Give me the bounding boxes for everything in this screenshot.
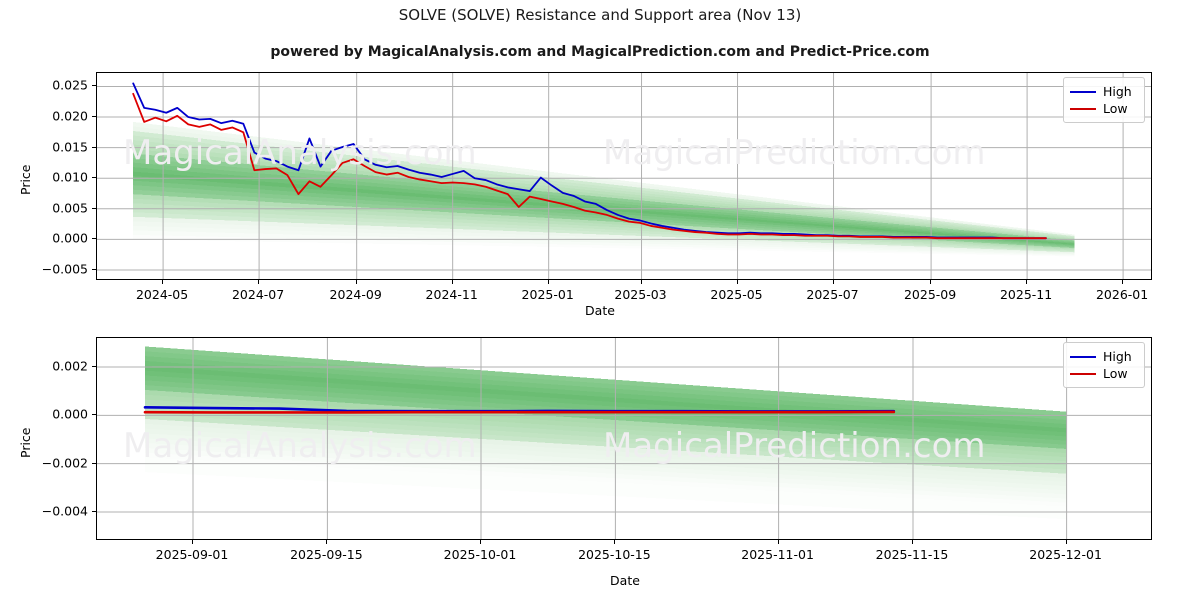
legend-row-low-lower: Low xyxy=(1070,365,1136,382)
legend-label-high-lower: High xyxy=(1103,349,1132,364)
x-tick xyxy=(355,280,357,284)
x-tick xyxy=(1122,280,1124,284)
x-tick xyxy=(912,540,913,544)
legend-label-high: High xyxy=(1103,84,1132,99)
x-tick-label: 2025-07 xyxy=(806,287,859,302)
x-tick-label: 2024-11 xyxy=(425,287,478,302)
y-tick xyxy=(92,511,96,512)
upper-xaxis-title: Date xyxy=(585,303,615,318)
x-tick-label: 2024-09 xyxy=(329,287,382,302)
y-tick xyxy=(92,462,96,464)
x-tick-label: 2025-01 xyxy=(521,287,574,302)
x-tick xyxy=(451,280,453,284)
x-tick-label: 2025-03 xyxy=(614,287,667,302)
x-tick xyxy=(480,540,481,544)
x-tick xyxy=(326,540,328,544)
x-tick-label: 2025-10-01 xyxy=(443,547,517,562)
legend-line-low-lower xyxy=(1070,372,1096,375)
x-tick-label: 2024-05 xyxy=(135,287,189,302)
legend-line-low xyxy=(1070,107,1096,110)
y-tick-label: 0.000 xyxy=(52,406,88,422)
y-tick-label: 0.025 xyxy=(52,77,88,93)
x-tick-label: 2025-09-01 xyxy=(155,547,229,562)
x-tick-label: 2026-01 xyxy=(1095,287,1149,302)
x-tick xyxy=(547,280,549,284)
x-tick-label: 2025-05 xyxy=(710,287,763,302)
x-tick-label: 2024-07 xyxy=(231,287,285,302)
x-tick-label: 2025-11 xyxy=(999,287,1053,302)
y-tick-label: 0.005 xyxy=(52,200,88,216)
y-tick-label: −0.005 xyxy=(41,261,88,277)
x-tick-label: 2025-10-15 xyxy=(578,547,651,562)
x-tick xyxy=(1026,280,1028,284)
legend-row-low: Low xyxy=(1070,100,1136,117)
legend-row-high-lower: High xyxy=(1070,348,1136,365)
y-tick-label: 0.000 xyxy=(52,230,88,246)
x-tick xyxy=(930,280,932,284)
legend-line-high-lower xyxy=(1070,355,1096,358)
legend-label-low: Low xyxy=(1103,101,1128,116)
x-tick xyxy=(640,280,642,284)
y-tick-label: 0.020 xyxy=(52,108,88,124)
lower-chart-legend: High Low xyxy=(1063,342,1145,388)
legend-label-low-lower: Low xyxy=(1103,366,1128,381)
x-tick-label: 2025-09 xyxy=(903,287,957,302)
y-tick xyxy=(92,238,96,240)
lower-chart-panel: MagicalAnalysis.com MagicalPrediction.co… xyxy=(96,337,1152,540)
x-tick xyxy=(832,280,834,284)
y-tick xyxy=(92,146,96,148)
lower-xaxis-title: Date xyxy=(610,573,640,588)
lower-yaxis-title: Price xyxy=(18,427,33,459)
legend-row-high: High xyxy=(1070,83,1136,100)
page-title: SOLVE (SOLVE) Resistance and Support are… xyxy=(398,6,802,24)
legend-line-high xyxy=(1070,90,1096,93)
x-tick-label: 2025-12-01 xyxy=(1029,547,1102,562)
y-tick-label: −0.002 xyxy=(41,455,88,471)
x-tick-label: 2025-11-01 xyxy=(741,547,814,562)
y-tick-label: −0.004 xyxy=(41,503,88,519)
x-tick xyxy=(1065,540,1067,544)
x-tick xyxy=(777,540,779,544)
upper-chart-canvas xyxy=(97,73,1151,279)
y-tick-label: 0.002 xyxy=(52,358,88,374)
x-tick xyxy=(614,540,616,544)
y-tick xyxy=(92,116,96,118)
y-tick-label: 0.010 xyxy=(52,169,88,185)
y-tick xyxy=(92,414,96,416)
x-tick xyxy=(736,280,738,284)
page-subtitle: powered by MagicalAnalysis.com and Magic… xyxy=(270,44,930,60)
x-tick xyxy=(258,280,260,284)
lower-chart-canvas xyxy=(97,338,1151,539)
y-tick xyxy=(92,366,96,367)
x-tick xyxy=(192,540,193,544)
x-tick-label: 2025-11-15 xyxy=(875,547,949,562)
upper-yaxis-title: Price xyxy=(18,164,33,196)
y-tick xyxy=(92,177,96,179)
upper-chart-legend: High Low xyxy=(1063,77,1145,123)
upper-chart-panel: MagicalAnalysis.com MagicalPrediction.co… xyxy=(96,72,1152,280)
y-tick xyxy=(92,85,96,87)
y-tick xyxy=(92,207,96,209)
y-tick-label: 0.015 xyxy=(52,139,88,155)
x-tick-label: 2025-09-15 xyxy=(290,547,363,562)
y-tick xyxy=(92,268,96,270)
x-tick xyxy=(162,280,164,284)
